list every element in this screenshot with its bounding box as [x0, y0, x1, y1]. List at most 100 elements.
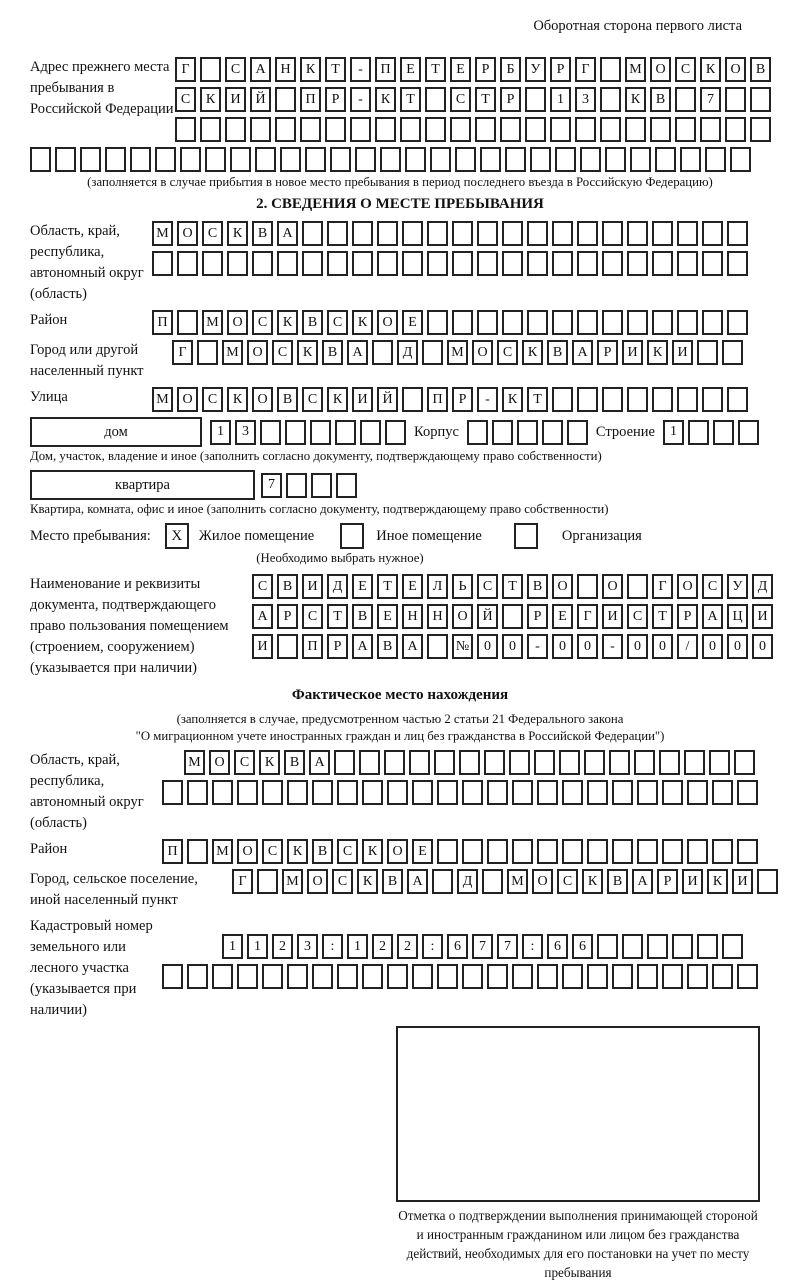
form-cell[interactable]: [480, 147, 501, 172]
form-cell[interactable]: Т: [327, 604, 348, 629]
form-cell[interactable]: [730, 147, 751, 172]
form-cell[interactable]: [737, 419, 759, 445]
form-cell[interactable]: [152, 251, 173, 276]
form-cell[interactable]: [387, 780, 408, 805]
form-cell[interactable]: [680, 147, 701, 172]
form-cell[interactable]: [502, 310, 523, 335]
form-cell[interactable]: В: [277, 574, 298, 599]
form-cell[interactable]: [697, 934, 718, 959]
form-cell[interactable]: [687, 964, 708, 989]
form-cell[interactable]: П: [302, 634, 323, 659]
form-cell[interactable]: Т: [502, 574, 523, 599]
form-cell[interactable]: 0: [502, 634, 523, 659]
form-cell[interactable]: [384, 750, 405, 775]
form-cell[interactable]: -: [350, 57, 371, 82]
form-cell[interactable]: [577, 574, 598, 599]
form-cell[interactable]: С: [702, 574, 723, 599]
form-cell[interactable]: [602, 387, 623, 412]
form-cell[interactable]: [487, 964, 508, 989]
form-cell[interactable]: [177, 310, 198, 335]
form-cell[interactable]: А: [277, 221, 298, 246]
form-cell[interactable]: [302, 221, 323, 246]
form-cell[interactable]: [602, 310, 623, 335]
form-cell[interactable]: К: [300, 57, 321, 82]
form-cell[interactable]: [55, 147, 76, 172]
form-cell[interactable]: С: [252, 574, 273, 599]
form-cell[interactable]: 0: [477, 634, 498, 659]
form-cell[interactable]: Р: [677, 604, 698, 629]
form-cell[interactable]: Е: [377, 604, 398, 629]
form-cell[interactable]: К: [287, 839, 308, 864]
form-cell[interactable]: [405, 147, 426, 172]
form-cell[interactable]: [630, 147, 651, 172]
form-cell[interactable]: [487, 780, 508, 805]
form-cell[interactable]: [627, 387, 648, 412]
form-cell[interactable]: [335, 419, 356, 445]
form-cell[interactable]: В: [352, 604, 373, 629]
form-cell[interactable]: [205, 147, 226, 172]
form-cell[interactable]: [537, 780, 558, 805]
form-cell[interactable]: [255, 147, 276, 172]
form-cell[interactable]: [712, 780, 733, 805]
form-cell[interactable]: С: [675, 57, 696, 82]
form-cell[interactable]: 0: [552, 634, 573, 659]
form-cell[interactable]: [462, 839, 483, 864]
form-cell[interactable]: Р: [657, 869, 678, 894]
form-cell[interactable]: И: [672, 340, 693, 365]
form-cell[interactable]: [509, 750, 530, 775]
form-cell[interactable]: [577, 251, 598, 276]
form-cell[interactable]: 0: [652, 634, 673, 659]
form-cell[interactable]: Д: [327, 574, 348, 599]
form-cell[interactable]: П: [427, 387, 448, 412]
form-cell[interactable]: [187, 780, 208, 805]
form-cell[interactable]: [287, 780, 308, 805]
form-cell[interactable]: [502, 221, 523, 246]
form-cell[interactable]: И: [352, 387, 373, 412]
form-cell[interactable]: [687, 419, 709, 445]
form-cell[interactable]: [360, 419, 381, 445]
form-cell[interactable]: [677, 221, 698, 246]
form-cell[interactable]: [252, 251, 273, 276]
form-cell[interactable]: [675, 87, 696, 112]
form-cell[interactable]: [387, 964, 408, 989]
form-cell[interactable]: [605, 147, 626, 172]
form-cell[interactable]: О: [237, 839, 258, 864]
form-cell[interactable]: К: [375, 87, 396, 112]
form-cell[interactable]: А: [632, 869, 653, 894]
form-cell[interactable]: [334, 750, 355, 775]
form-cell[interactable]: [350, 117, 371, 142]
form-cell[interactable]: И: [602, 604, 623, 629]
form-cell[interactable]: В: [377, 634, 398, 659]
form-cell[interactable]: К: [700, 57, 721, 82]
form-cell[interactable]: [430, 147, 451, 172]
form-cell[interactable]: [602, 221, 623, 246]
form-cell[interactable]: А: [309, 750, 330, 775]
form-cell[interactable]: П: [300, 87, 321, 112]
form-cell[interactable]: [105, 147, 126, 172]
form-cell[interactable]: [712, 964, 733, 989]
form-cell[interactable]: [375, 117, 396, 142]
form-cell[interactable]: [734, 750, 755, 775]
form-cell[interactable]: [230, 147, 251, 172]
form-cell[interactable]: К: [327, 387, 348, 412]
form-cell[interactable]: О: [227, 310, 248, 335]
form-cell[interactable]: [187, 839, 208, 864]
form-cell[interactable]: 2: [272, 934, 293, 959]
form-cell[interactable]: [600, 87, 621, 112]
form-cell[interactable]: [310, 419, 331, 445]
form-cell[interactable]: А: [572, 340, 593, 365]
form-cell[interactable]: [197, 340, 218, 365]
form-cell[interactable]: С: [332, 869, 353, 894]
form-cell[interactable]: Г: [577, 604, 598, 629]
form-cell[interactable]: [516, 419, 538, 445]
form-cell[interactable]: 0: [752, 634, 773, 659]
form-cell[interactable]: [402, 221, 423, 246]
form-cell[interactable]: [637, 839, 658, 864]
form-cell[interactable]: О: [677, 574, 698, 599]
form-cell[interactable]: [552, 251, 573, 276]
form-cell[interactable]: [450, 117, 471, 142]
form-cell[interactable]: Р: [597, 340, 618, 365]
form-cell[interactable]: Р: [527, 604, 548, 629]
form-cell[interactable]: К: [259, 750, 280, 775]
form-cell[interactable]: С: [272, 340, 293, 365]
